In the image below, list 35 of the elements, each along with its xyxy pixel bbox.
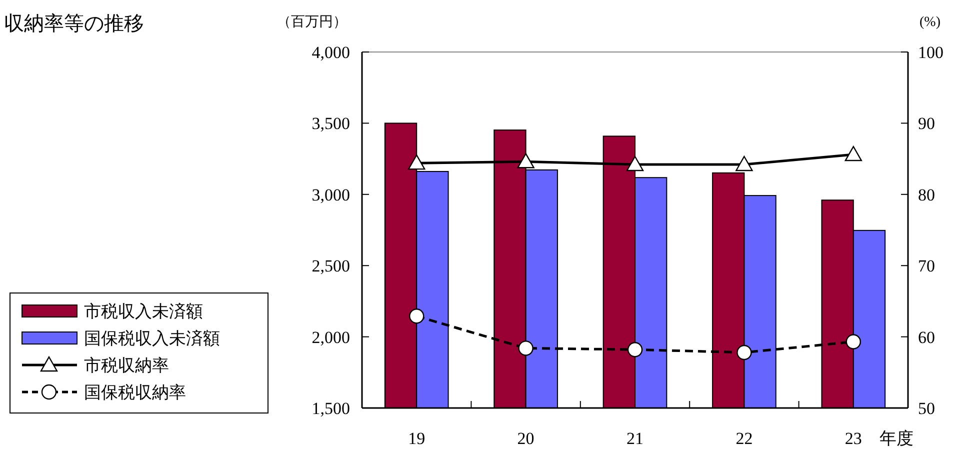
y2-tick-label: 50 <box>918 398 935 418</box>
y-axis-title: （百万円） <box>277 15 347 30</box>
x-tick-label: 22 <box>736 429 753 448</box>
y2-tick-label: 70 <box>918 256 935 276</box>
x-tick-label: 23 <box>844 429 862 448</box>
point <box>736 344 752 360</box>
legend-label: 市税収納率 <box>84 356 169 375</box>
point <box>627 342 643 358</box>
x-tick-label: 21 <box>626 429 644 448</box>
point <box>409 308 424 324</box>
y-tick-label: 4,000 <box>312 42 350 62</box>
x-tick-label: 19 <box>408 429 426 448</box>
y2-tick-label: 90 <box>918 114 935 134</box>
y-tick-label: 3,000 <box>312 185 350 204</box>
y-tick-label: 2,000 <box>312 328 350 347</box>
y-tick-label: 2,500 <box>312 256 350 276</box>
legend-label: 市税収入未済額 <box>84 302 203 321</box>
y-tick-label: 3,500 <box>312 114 350 134</box>
point <box>408 154 426 170</box>
text: 収納率等の推移 <box>4 13 144 35</box>
x-axis-title: 年度 <box>879 429 914 448</box>
y2-tick-label: 60 <box>918 328 935 347</box>
y2-axis-title: (%) <box>920 15 941 30</box>
y-tick-label: 1,500 <box>312 398 350 418</box>
legend-label: 国保税収納率 <box>84 382 186 402</box>
point <box>846 334 861 350</box>
y2-tick-label: 80 <box>918 185 935 204</box>
point <box>844 146 862 162</box>
point <box>518 340 534 356</box>
point <box>736 156 753 172</box>
point <box>517 153 534 168</box>
y2-tick-label: 100 <box>918 42 944 62</box>
x-tick-label: 20 <box>517 429 534 448</box>
legend-label: 国保税収入未済額 <box>84 328 220 348</box>
point <box>626 156 644 172</box>
